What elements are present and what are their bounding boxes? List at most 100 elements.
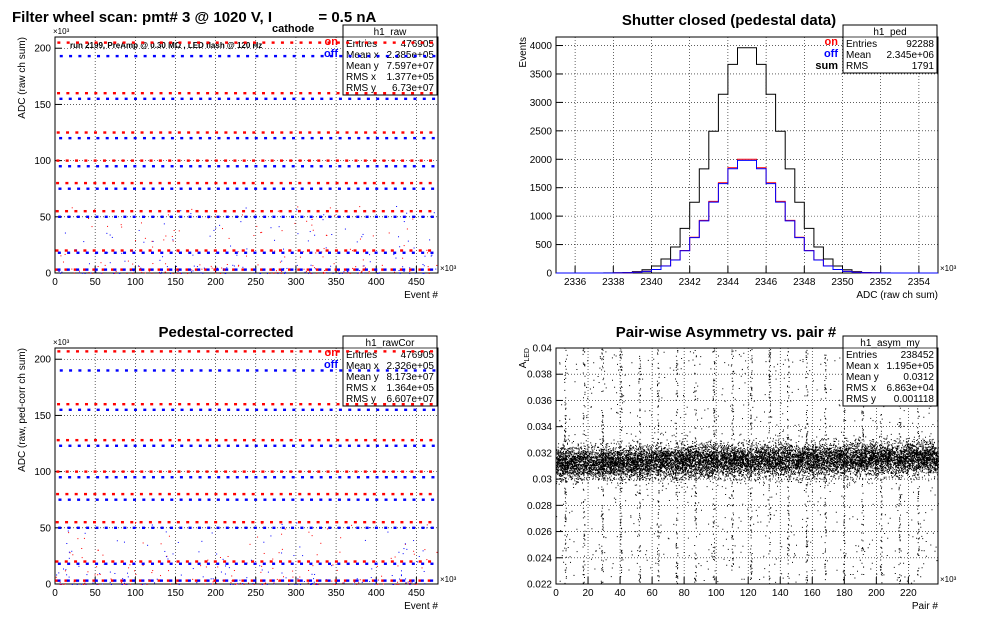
data-point-on xyxy=(257,536,259,538)
data-point-on xyxy=(195,249,199,252)
data-point-off xyxy=(58,271,60,273)
tick-label-x: 250 xyxy=(247,277,264,288)
data-point-on xyxy=(249,543,251,545)
data-point-off xyxy=(297,233,299,235)
data-point-off xyxy=(313,578,315,580)
data-point-on xyxy=(138,265,140,267)
data-point-on xyxy=(378,579,380,581)
data-point-on xyxy=(148,270,150,272)
data-point-on xyxy=(242,520,246,524)
data-point-off xyxy=(207,526,211,530)
data-point-on xyxy=(339,551,341,553)
data-point-on xyxy=(63,583,65,585)
data-point-off xyxy=(124,97,128,101)
data-point-off xyxy=(198,498,202,501)
data-point-off xyxy=(179,526,183,530)
x-exponent-label: ×10³ xyxy=(940,575,957,584)
tick-label-y: 150 xyxy=(34,100,51,111)
data-point-off xyxy=(404,408,408,412)
data-point-on xyxy=(121,131,125,134)
data-point-on xyxy=(121,492,125,496)
data-point-off xyxy=(292,444,296,447)
data-point-on xyxy=(390,560,394,563)
data-point-on xyxy=(120,224,122,226)
data-point-off xyxy=(165,556,167,558)
data-point-off xyxy=(61,271,63,273)
data-point-off xyxy=(357,54,361,58)
data-point-on xyxy=(325,579,329,582)
data-point-on xyxy=(65,470,69,473)
tick-label-x: 100 xyxy=(708,588,725,599)
data-point-on xyxy=(284,528,286,530)
data-point-off xyxy=(167,558,169,560)
data-point-on xyxy=(428,249,432,252)
data-point-on xyxy=(252,438,256,442)
data-point-on xyxy=(215,402,219,406)
data-point-off xyxy=(365,251,369,254)
data-point-on xyxy=(84,131,88,134)
data-point-on xyxy=(196,438,200,442)
data-point-off xyxy=(152,369,156,372)
data-point-off xyxy=(282,187,286,190)
tick-label-y: 0 xyxy=(546,269,552,280)
data-point-on xyxy=(383,583,385,585)
data-point-off xyxy=(144,583,146,585)
data-point-off xyxy=(199,97,203,101)
data-point-off xyxy=(384,215,388,219)
data-point-on xyxy=(167,214,169,216)
data-point-on xyxy=(428,560,432,563)
data-point-on xyxy=(243,41,247,44)
data-point-on xyxy=(281,548,283,550)
data-point-off xyxy=(347,498,351,501)
data-point-on xyxy=(171,235,173,237)
data-point-on xyxy=(279,249,283,252)
data-point-on xyxy=(392,41,396,44)
stats-value: 2.345e+06 xyxy=(886,50,934,61)
data-point-on xyxy=(138,579,142,582)
data-point-on xyxy=(325,520,329,524)
data-point-off xyxy=(228,567,230,569)
data-point-on xyxy=(364,41,368,44)
data-point-on xyxy=(297,579,301,582)
data-point-on xyxy=(277,272,279,274)
data-point-on xyxy=(101,272,103,274)
data-point-on xyxy=(57,402,61,406)
data-point-off xyxy=(384,476,388,479)
data-point-off xyxy=(402,215,406,219)
data-point-on xyxy=(289,91,293,95)
data-point-off xyxy=(143,97,147,101)
data-point-off xyxy=(282,444,286,447)
data-point-off xyxy=(290,268,294,271)
data-point-on xyxy=(167,209,171,213)
data-point-off xyxy=(113,579,117,582)
data-point-off xyxy=(301,165,305,168)
data-point-off xyxy=(189,165,193,168)
data-point-off xyxy=(336,268,340,271)
data-point-on xyxy=(292,570,294,572)
data-point-on xyxy=(326,131,330,134)
data-point-off xyxy=(430,268,434,271)
data-point-off xyxy=(310,582,312,584)
data-point-on xyxy=(316,520,320,524)
data-point-on xyxy=(186,470,190,473)
data-point-on xyxy=(307,209,311,213)
data-point-off xyxy=(412,187,416,190)
data-point-on xyxy=(410,131,414,134)
data-point-on xyxy=(179,273,181,274)
data-point-on xyxy=(289,159,293,162)
data-point-on xyxy=(225,350,229,353)
stats-key: Mean y xyxy=(346,61,379,72)
data-point-off xyxy=(365,187,369,190)
data-point-on xyxy=(157,560,161,563)
data-point-on xyxy=(315,582,317,584)
data-point-on xyxy=(327,91,331,95)
data-point-off xyxy=(78,97,82,101)
data-point-on xyxy=(253,583,255,585)
data-point-on xyxy=(127,260,129,262)
data-point-off xyxy=(413,247,415,249)
stats-key: RMS x xyxy=(346,72,376,83)
data-point-off xyxy=(110,583,112,585)
data-point-on xyxy=(401,438,405,442)
data-point-on xyxy=(191,269,193,271)
data-point-off xyxy=(376,369,380,372)
